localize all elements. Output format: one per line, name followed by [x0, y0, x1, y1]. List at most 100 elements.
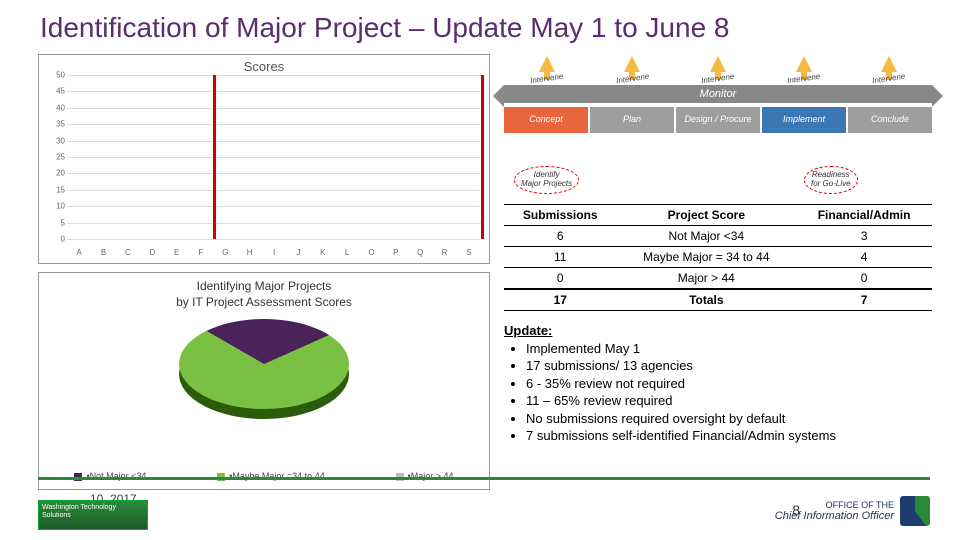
- table-cell: Major > 44: [617, 268, 797, 290]
- x-tick-label: O: [359, 248, 383, 257]
- phase-chevron: Conclude: [848, 107, 932, 133]
- y-tick-label: 35: [56, 120, 65, 129]
- x-tick-label: L: [335, 248, 359, 257]
- bar-chart-bars: [67, 75, 481, 239]
- logo-right-l1: OFFICE OF THE: [775, 500, 894, 510]
- y-tick-label: 40: [56, 103, 65, 112]
- update-bullet: 6 - 35% review not required: [526, 375, 932, 393]
- intervene-label: Intervene: [701, 72, 735, 86]
- table-total-row: 17Totals7: [504, 289, 932, 311]
- x-tick-label: I: [262, 248, 286, 257]
- intervene-label: Intervene: [786, 72, 820, 86]
- flow-up-arrows: [504, 56, 932, 72]
- x-tick-label: D: [140, 248, 164, 257]
- table-header-row: SubmissionsProject ScoreFinancial/Admin: [504, 205, 932, 226]
- table-cell: Maybe Major = 34 to 44: [617, 247, 797, 268]
- logo-right: OFFICE OF THE Chief Information Officer: [775, 496, 930, 526]
- table: SubmissionsProject ScoreFinancial/Admin …: [504, 204, 932, 311]
- table-row: 11Maybe Major = 34 to 444: [504, 247, 932, 268]
- logo-right-l2: Chief Information Officer: [775, 510, 894, 522]
- table-header: Project Score: [617, 205, 797, 226]
- x-tick-label: B: [91, 248, 115, 257]
- pie-chart: Identifying Major Projects by IT Project…: [38, 272, 490, 490]
- update-bullet: 17 submissions/ 13 agencies: [526, 357, 932, 375]
- pie-title: Identifying Major Projects by IT Project…: [39, 279, 489, 310]
- update-heading: Update:: [504, 323, 552, 338]
- pie-top: [179, 319, 349, 409]
- x-tick-label: J: [286, 248, 310, 257]
- x-tick-label: C: [116, 248, 140, 257]
- update-bullet: Implemented May 1: [526, 340, 932, 358]
- table-cell: 11: [504, 247, 617, 268]
- table-header: Submissions: [504, 205, 617, 226]
- update-text: Update: Implemented May 117 submissions/…: [504, 322, 932, 445]
- table-cell: 0: [504, 268, 617, 290]
- table-body: 6Not Major <34311Maybe Major = 34 to 444…: [504, 226, 932, 311]
- table-cell: Not Major <34: [617, 226, 797, 247]
- update-bullets: Implemented May 117 submissions/ 13 agen…: [526, 340, 932, 445]
- bar-chart-y-labels: 05101520253035404550: [45, 75, 65, 239]
- x-tick-label: F: [189, 248, 213, 257]
- phase-chevron: Plan: [590, 107, 674, 133]
- x-tick-label: G: [213, 248, 237, 257]
- phase-chevron: Implement: [762, 107, 846, 133]
- x-tick-label: R: [432, 248, 456, 257]
- table-row: 6Not Major <343: [504, 226, 932, 247]
- intervene-label: Intervene: [530, 72, 564, 86]
- x-tick-label: H: [238, 248, 262, 257]
- slide: Identification of Major Project – Update…: [0, 0, 960, 540]
- flow-monitor-bar: Monitor: [504, 85, 932, 103]
- y-tick-label: 30: [56, 136, 65, 145]
- logo-left: Washington Technology Solutions: [38, 500, 148, 530]
- table-cell: 4: [796, 247, 932, 268]
- up-arrow-icon: [881, 56, 897, 72]
- y-tick-label: 45: [56, 87, 65, 96]
- pie-graphic: [179, 319, 349, 409]
- x-tick-label: E: [164, 248, 188, 257]
- summary-table: SubmissionsProject ScoreFinancial/Admin …: [504, 204, 932, 311]
- pie-title-line2: by IT Project Assessment Scores: [176, 295, 352, 309]
- y-tick-label: 25: [56, 153, 65, 162]
- table-cell: 6: [504, 226, 617, 247]
- bottom-rule: [38, 477, 930, 480]
- y-tick-label: 20: [56, 169, 65, 178]
- slide-title: Identification of Major Project – Update…: [40, 12, 730, 44]
- update-bullet: No submissions required oversight by def…: [526, 410, 932, 428]
- update-bullet: 7 submissions self-identified Financial/…: [526, 427, 932, 445]
- flow-intervene-labels: InterveneInterveneInterveneInterveneInte…: [504, 74, 932, 83]
- intervene-label: Intervene: [872, 72, 906, 86]
- table-row: 0Major > 440: [504, 268, 932, 290]
- y-tick-label: 15: [56, 185, 65, 194]
- bar-chart-x-labels: ABCDEFGHIJKLOPQRS: [67, 248, 481, 257]
- callout-bubble: IdentifyMajor Projects: [514, 166, 579, 194]
- x-tick-label: Q: [408, 248, 432, 257]
- x-tick-label: K: [311, 248, 335, 257]
- threshold-line: [213, 75, 216, 239]
- y-tick-label: 0: [61, 235, 65, 244]
- bar-chart: Scores 05101520253035404550 ABCDEFGHIJKL…: [38, 54, 490, 264]
- table-cell: Totals: [617, 289, 797, 311]
- up-arrow-icon: [710, 56, 726, 72]
- y-tick-label: 50: [56, 71, 65, 80]
- logo-right-text: OFFICE OF THE Chief Information Officer: [775, 500, 894, 522]
- callout-bubble: Readinessfor Go-Live: [804, 166, 858, 194]
- update-bullet: 11 – 65% review required: [526, 392, 932, 410]
- table-cell: 17: [504, 289, 617, 311]
- x-tick-label: S: [457, 248, 481, 257]
- process-flow: InterveneInterveneInterveneInterveneInte…: [504, 56, 932, 196]
- table-cell: 0: [796, 268, 932, 290]
- cio-icon: [900, 496, 930, 526]
- table-cell: 3: [796, 226, 932, 247]
- x-tick-label: P: [384, 248, 408, 257]
- table-header: Financial/Admin: [796, 205, 932, 226]
- up-arrow-icon: [539, 56, 555, 72]
- threshold-line: [481, 75, 484, 239]
- phase-chevron: Concept: [504, 107, 588, 133]
- x-tick-label: A: [67, 248, 91, 257]
- up-arrow-icon: [624, 56, 640, 72]
- y-tick-label: 10: [56, 202, 65, 211]
- up-arrow-icon: [796, 56, 812, 72]
- phase-chevron: Design / Procure: [676, 107, 760, 133]
- flow-phases: ConceptPlanDesign / ProcureImplementConc…: [504, 107, 932, 133]
- pie-title-line1: Identifying Major Projects: [197, 279, 332, 293]
